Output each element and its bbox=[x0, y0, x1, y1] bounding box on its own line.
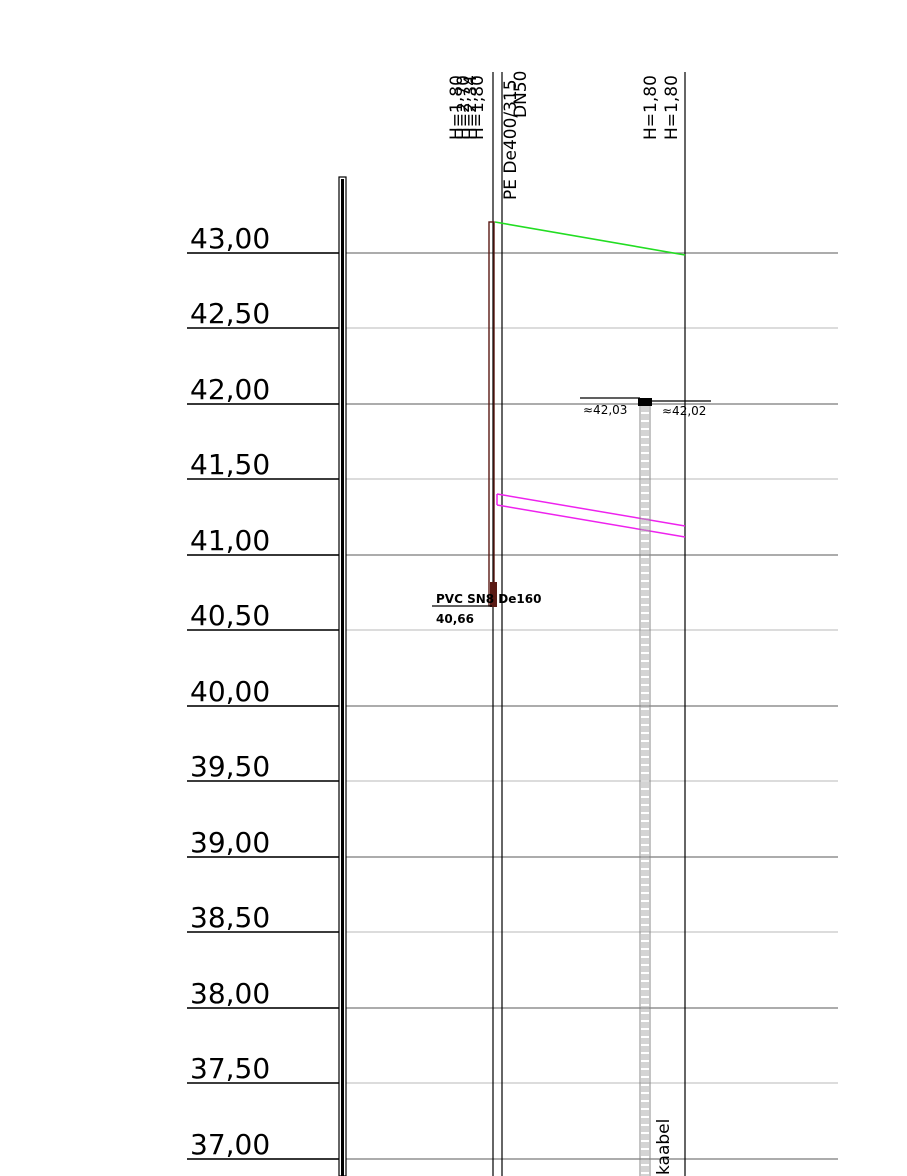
elevation-label: 37,00 bbox=[190, 1128, 270, 1161]
h-stack-left: H=1,80 H=2,70 H=2,34 H=1,80 bbox=[447, 75, 488, 140]
sewer-label: PVC SN8 De160 bbox=[436, 592, 541, 606]
sewer-level: 40,66 bbox=[436, 612, 474, 626]
cable-level-left: ≈42,03 bbox=[583, 403, 627, 417]
pipe-verticals bbox=[488, 72, 686, 1176]
elevation-label: 38,50 bbox=[190, 901, 270, 934]
elevation-label: 40,00 bbox=[190, 675, 270, 708]
elevation-label: 39,00 bbox=[190, 826, 270, 859]
ground-line-green bbox=[494, 221, 686, 256]
magenta-pipe bbox=[496, 493, 686, 538]
h-label: H=2,34 bbox=[461, 75, 481, 140]
elevation-label: 41,50 bbox=[190, 448, 270, 481]
cable-label: kaabel bbox=[654, 1119, 674, 1175]
elevation-label: 40,50 bbox=[190, 599, 270, 632]
elevation-label: 42,50 bbox=[190, 297, 270, 330]
elevation-label: 43,00 bbox=[190, 222, 270, 255]
elevation-axis: 43,00 42,50 42,00 41,50 41,00 40,50 40,0… bbox=[190, 222, 270, 1161]
cable-column bbox=[580, 397, 711, 1176]
elevation-label: 41,00 bbox=[190, 524, 270, 557]
h-label: H=1,80 bbox=[468, 75, 488, 140]
pipe-bottom-cap bbox=[490, 582, 497, 607]
elevation-label: 39,50 bbox=[190, 750, 270, 783]
pipe-name-label: PE De400/315 bbox=[501, 79, 521, 200]
h-stack-right: H=1,80 H=1,80 bbox=[641, 75, 682, 140]
h-label: H=1,80 bbox=[641, 75, 661, 140]
h-label: H=2,70 bbox=[454, 75, 474, 140]
scale-bar bbox=[338, 176, 347, 1176]
elevation-label: 38,00 bbox=[190, 977, 270, 1010]
elevation-label: 42,00 bbox=[190, 373, 270, 406]
elevation-label: 37,50 bbox=[190, 1052, 270, 1085]
pipe-dn-label: DN50 bbox=[511, 71, 531, 118]
grid-lines bbox=[187, 252, 838, 1160]
cable-level-right: ≈42,02 bbox=[662, 404, 706, 418]
h-label: H=1,80 bbox=[447, 75, 467, 140]
h-label: H=1,80 bbox=[662, 75, 682, 140]
